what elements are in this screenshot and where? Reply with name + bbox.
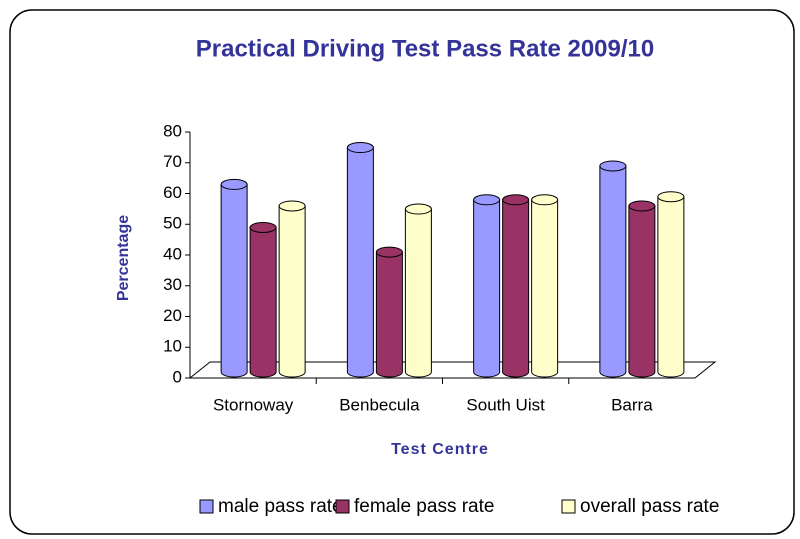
bar — [628, 205, 656, 378]
legend-label: overall pass rate — [580, 496, 719, 517]
bar — [220, 183, 248, 378]
y-tick-label: 0 — [173, 367, 182, 386]
bar — [346, 147, 374, 378]
y-tick-label: 10 — [163, 337, 182, 356]
x-tick-label: Stornoway — [213, 395, 294, 414]
bar — [657, 196, 685, 378]
legend-label: male pass rate — [218, 496, 343, 517]
bar-top — [473, 194, 501, 206]
x-tick-label: South Uist — [466, 395, 545, 414]
legend-swatch — [335, 499, 350, 514]
bar — [531, 199, 559, 378]
bar-top — [657, 191, 685, 203]
bar — [404, 208, 432, 378]
bar — [473, 199, 501, 378]
legend-swatch — [199, 499, 214, 514]
legend-label: female pass rate — [354, 496, 494, 517]
x-tick-label: Barra — [611, 395, 653, 414]
y-tick-label: 40 — [163, 244, 182, 263]
y-tick-label: 30 — [163, 275, 182, 294]
bar-top — [628, 200, 656, 212]
x-tick-label: Benbecula — [339, 395, 420, 414]
bar — [375, 251, 403, 378]
y-tick-label: 70 — [163, 152, 182, 171]
y-tick-label: 80 — [163, 121, 182, 140]
bar — [249, 226, 277, 378]
x-axis-label: Test Centre — [391, 441, 489, 458]
legend-swatch — [561, 499, 576, 514]
bar — [599, 165, 627, 378]
bar-top — [599, 160, 627, 172]
bar-top — [531, 194, 559, 206]
floor — [188, 361, 717, 379]
bar-top — [278, 200, 306, 212]
bar-top — [375, 246, 403, 258]
y-axis-label: Percentage — [115, 215, 132, 301]
y-tick-label: 60 — [163, 183, 182, 202]
chart-title: Practical Driving Test Pass Rate 2009/10 — [196, 35, 654, 62]
bar — [502, 199, 530, 378]
bar-top — [220, 178, 248, 190]
bar-top — [404, 203, 432, 215]
bar-top — [502, 194, 530, 206]
y-tick-label: 50 — [163, 214, 182, 233]
bar-top — [249, 221, 277, 233]
bar — [278, 205, 306, 378]
bar-top — [346, 142, 374, 154]
y-tick-label: 20 — [163, 306, 182, 325]
